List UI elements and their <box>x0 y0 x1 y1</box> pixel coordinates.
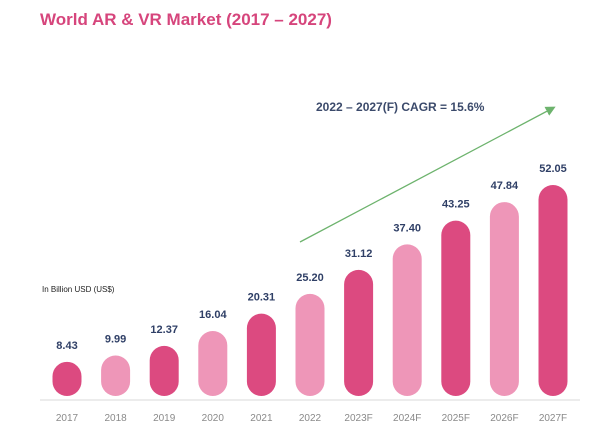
x-tick-label-2023f: 2023F <box>344 413 372 424</box>
x-tick-label-2020: 2020 <box>202 413 225 424</box>
value-label-2024f: 37.40 <box>393 222 421 234</box>
value-label-2026f: 47.84 <box>491 180 519 192</box>
cagr-annotation: 2022 – 2027(F) CAGR = 15.6% <box>316 100 485 114</box>
bar-2017 <box>52 361 82 396</box>
bar-2021 <box>246 313 276 396</box>
x-tick-label-2025f: 2025F <box>442 413 470 424</box>
x-tick-label-2017: 2017 <box>56 413 79 424</box>
value-label-2027f: 52.05 <box>539 163 567 175</box>
value-label-2023f: 31.12 <box>345 248 373 260</box>
bar-2025f <box>441 220 471 396</box>
value-label-2017: 8.43 <box>56 340 77 352</box>
x-tick-label-2021: 2021 <box>250 413 273 424</box>
unit-label: In Billion USD (US$) <box>42 285 115 294</box>
value-label-2019: 12.37 <box>150 324 178 336</box>
trend-arrow <box>299 106 556 243</box>
x-tick-label-2019: 2019 <box>153 413 176 424</box>
x-tick-label-2018: 2018 <box>104 413 127 424</box>
labels-group: 8.43 2017 9.99 2018 12.37 2019 16.04 2020 20.31 2… <box>56 163 567 424</box>
bar-2026f <box>489 202 519 396</box>
value-label-2020: 16.04 <box>199 309 227 321</box>
bar-2024f <box>392 244 422 396</box>
bar-2019 <box>149 345 179 396</box>
value-label-2021: 20.31 <box>248 292 276 304</box>
value-label-2018: 9.99 <box>105 334 126 346</box>
bar-2022 <box>295 293 325 396</box>
bar-2020 <box>198 330 228 396</box>
x-tick-label-2027f: 2027F <box>539 413 567 424</box>
x-tick-label-2024f: 2024F <box>393 413 421 424</box>
value-label-2022: 25.20 <box>296 272 324 284</box>
bar-2023f <box>344 269 374 396</box>
x-tick-label-2022: 2022 <box>299 413 322 424</box>
chart-title: World AR & VR Market (2017 – 2027) <box>40 10 332 29</box>
x-tick-label-2026f: 2026F <box>490 413 518 424</box>
bar-2018 <box>101 355 131 396</box>
bar-2027f <box>538 185 568 396</box>
bars-group <box>52 185 568 396</box>
value-label-2025f: 43.25 <box>442 199 470 211</box>
